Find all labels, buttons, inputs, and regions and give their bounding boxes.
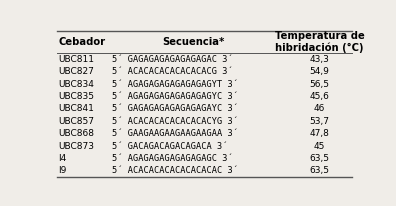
Text: 46: 46 [314,104,325,114]
Text: Secuencia*: Secuencia* [162,37,224,47]
Text: 47,8: 47,8 [310,129,329,138]
Text: 5´ AGAGAGAGAGAGAGAGYT 3´: 5´ AGAGAGAGAGAGAGAGYT 3´ [112,80,238,89]
Text: UBC834: UBC834 [58,80,94,89]
Text: UBC857: UBC857 [58,117,94,126]
Text: UBC868: UBC868 [58,129,94,138]
Text: 5´ ACACACACACACACACAC 3´: 5´ ACACACACACACACACAC 3´ [112,166,238,175]
Text: 5´ GAGAGAGAGAGAGAGAYC 3´: 5´ GAGAGAGAGAGAGAGAYC 3´ [112,104,238,114]
Text: 45,6: 45,6 [310,92,329,101]
Text: 56,5: 56,5 [310,80,329,89]
Text: 5´ GACAGACAGACAGACA 3´: 5´ GACAGACAGACAGACA 3´ [112,142,228,151]
Text: 63,5: 63,5 [310,166,329,175]
Text: 5´ ACACACACACACACACG 3´: 5´ ACACACACACACACACG 3´ [112,67,233,76]
Text: Temperatura de
hibridación (°C): Temperatura de hibridación (°C) [275,31,364,54]
Text: I9: I9 [58,166,67,175]
Text: Cebador: Cebador [58,37,105,47]
Text: 45: 45 [314,142,325,151]
Text: 5´ GAGAGAGAGAGAGAGAC 3´: 5´ GAGAGAGAGAGAGAGAC 3´ [112,55,233,64]
Text: 54,9: 54,9 [310,67,329,76]
Text: UBC811: UBC811 [58,55,94,64]
Text: UBC841: UBC841 [58,104,94,114]
Text: UBC827: UBC827 [58,67,94,76]
Text: I4: I4 [58,154,67,163]
Text: 53,7: 53,7 [310,117,329,126]
Text: 63,5: 63,5 [310,154,329,163]
Text: 43,3: 43,3 [310,55,329,64]
Text: UBC873: UBC873 [58,142,94,151]
Text: 5´ ACACACACACACACACYG 3´: 5´ ACACACACACACACACYG 3´ [112,117,238,126]
Text: 5´ AGAGAGAGAGAGAGAGYC 3´: 5´ AGAGAGAGAGAGAGAGYC 3´ [112,92,238,101]
Text: UBC835: UBC835 [58,92,94,101]
Text: 5´ GAAGAAGAAGAAGAAGAA 3´: 5´ GAAGAAGAAGAAGAAGAA 3´ [112,129,238,138]
Text: 5´ AGAGAGAGAGAGAGAGC 3´: 5´ AGAGAGAGAGAGAGAGC 3´ [112,154,233,163]
